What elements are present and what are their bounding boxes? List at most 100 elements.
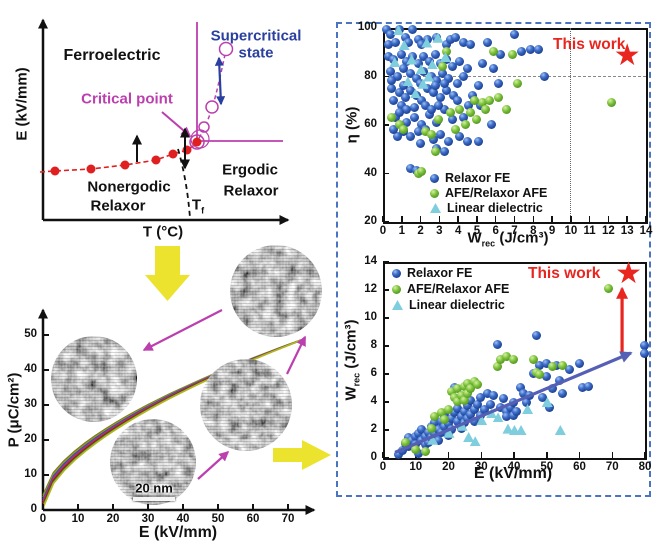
- plot1-legend-afe: AFE/Relaxor AFE: [430, 186, 547, 200]
- point-afe-relaxor-afe: [494, 93, 504, 103]
- point-afe-relaxor-afe: [485, 95, 495, 105]
- tem-image-top: [230, 245, 322, 337]
- point-afe-relaxor-afe: [513, 78, 523, 88]
- point-relaxor-fe: [432, 76, 442, 86]
- x-tick-label: 4: [454, 225, 462, 237]
- point-relaxor-fe: [462, 64, 472, 74]
- point-relaxor-fe: [394, 450, 404, 460]
- plot2-x-axis-label: E (kV/mm): [473, 465, 553, 482]
- point-relaxor-fe: [451, 32, 461, 42]
- x-tick-mark: [217, 504, 219, 510]
- x-tick-label: 20: [106, 513, 120, 525]
- point-afe-relaxor-afe: [430, 146, 440, 156]
- x-tick-mark: [476, 216, 478, 222]
- point-relaxor-fe: [494, 78, 504, 88]
- point-relaxor-fe: [415, 78, 425, 88]
- x-tick-mark: [551, 216, 553, 222]
- plot1-x-axis-label: Wrec (J/cm³): [467, 229, 549, 249]
- x-tick-mark: [578, 452, 581, 458]
- tem-image-left: [51, 336, 137, 422]
- y-tick-mark: [383, 261, 389, 263]
- point-relaxor-fe: [402, 117, 412, 127]
- x-tick-mark: [532, 216, 535, 222]
- y-tick-mark: [383, 457, 389, 459]
- point-relaxor-fe: [396, 49, 406, 59]
- point-relaxor-fe: [408, 25, 418, 35]
- point-relaxor-fe: [640, 341, 649, 350]
- right-arrow: [273, 440, 331, 470]
- blue-sphere-icon: [392, 268, 401, 278]
- y-tick-label: 60: [364, 118, 377, 130]
- point-relaxor-fe: [394, 107, 404, 117]
- point-afe-relaxor-afe: [438, 61, 448, 71]
- x-tick-mark: [570, 216, 572, 222]
- point-relaxor-fe: [455, 132, 465, 142]
- nonergodic-label-line2: Relaxor: [90, 197, 146, 215]
- y-tick-mark: [383, 401, 389, 403]
- x-tick-label: 30: [141, 513, 155, 525]
- x-tick-mark: [112, 504, 114, 510]
- x-tick-label: 40: [176, 513, 190, 525]
- point-relaxor-fe: [539, 71, 549, 81]
- y-tick-mark: [383, 75, 389, 78]
- point-relaxor-fe: [443, 136, 453, 146]
- y-tick-mark: [383, 124, 389, 126]
- y-tick-mark: [43, 334, 49, 336]
- y-tick-label: 40: [364, 166, 377, 179]
- point-relaxor-fe: [574, 359, 584, 369]
- point-relaxor-fe: [393, 71, 403, 81]
- point-relaxor-fe: [509, 30, 519, 40]
- point-afe-relaxor-afe: [427, 423, 437, 433]
- y-tick-mark: [383, 345, 389, 347]
- x-tick-mark: [457, 216, 459, 222]
- y-tick-mark: [383, 373, 389, 375]
- x-tick-label: 7: [511, 225, 518, 237]
- point-relaxor-fe: [453, 95, 463, 105]
- x-tick-label: 11: [583, 225, 596, 237]
- plot2-this-work-label: This work: [528, 265, 601, 282]
- point-relaxor-fe: [383, 52, 393, 62]
- plot1-legend-linear: Linear dielectric: [430, 201, 543, 215]
- point-relaxor-fe: [477, 59, 487, 69]
- plot2-frame: [383, 262, 647, 460]
- y-tick-label: 14: [364, 255, 377, 267]
- point-relaxor-fe: [483, 37, 493, 47]
- plot1-y-axis-label: η (%): [343, 106, 361, 144]
- y-tick-label: 30: [24, 397, 37, 410]
- point-relaxor-fe: [512, 406, 522, 416]
- point-afe-relaxor-afe: [443, 405, 453, 415]
- x-tick-label: 30: [474, 461, 488, 473]
- point-afe-relaxor-afe: [470, 95, 480, 105]
- x-tick-mark: [645, 216, 647, 222]
- point-relaxor-fe: [415, 139, 425, 149]
- x-tick-mark: [182, 504, 184, 510]
- point-linear-dielectric: [402, 76, 414, 87]
- this-work-star: ★: [613, 37, 641, 73]
- x-tick-mark: [419, 216, 422, 222]
- x-tick-mark: [438, 216, 441, 222]
- point-afe-relaxor-afe: [410, 444, 420, 454]
- point-relaxor-fe: [398, 64, 408, 74]
- y-tick-mark: [43, 509, 49, 511]
- point-relaxor-fe: [455, 56, 465, 66]
- point-afe-relaxor-afe: [603, 283, 613, 293]
- x-tick-label: 2: [417, 225, 424, 237]
- point-relaxor-fe: [413, 59, 423, 69]
- phase-y-axis-label: E (kV/mm): [13, 67, 31, 141]
- plot2-y-axis-label: Wrec (J/cm³): [342, 319, 362, 401]
- point-relaxor-fe: [438, 69, 448, 79]
- x-tick-mark: [644, 452, 646, 458]
- point-relaxor-fe: [383, 39, 393, 49]
- x-tick-label: 0: [39, 513, 47, 525]
- x-tick-mark: [287, 504, 289, 510]
- x-tick-label: 20: [442, 461, 455, 473]
- point-linear-dielectric: [398, 39, 410, 50]
- y-tick-label: 12: [364, 283, 377, 295]
- x-tick-label: 50: [211, 513, 225, 525]
- x-tick-mark: [513, 452, 515, 458]
- pe-x-axis-label: E (kV/mm): [138, 524, 218, 541]
- x-tick-label: 70: [605, 461, 619, 473]
- point-linear-dielectric: [426, 59, 438, 70]
- point-relaxor-fe: [458, 112, 468, 122]
